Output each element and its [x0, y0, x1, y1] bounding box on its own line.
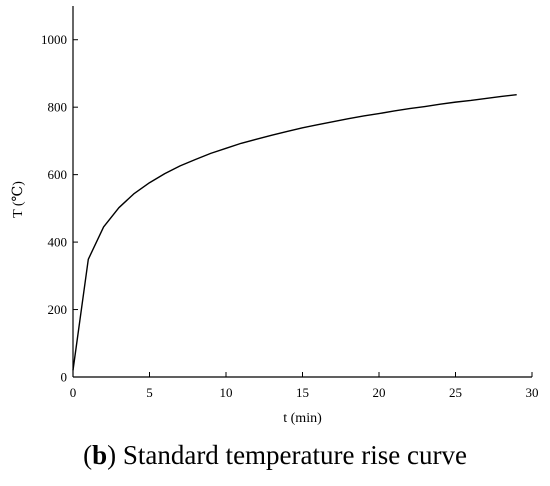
y-tick-label: 600: [48, 167, 68, 182]
y-tick-label: 200: [48, 302, 68, 317]
x-tick-label: 15: [296, 385, 309, 400]
x-tick-label: 20: [373, 385, 386, 400]
caption-open-paren: (: [83, 440, 93, 470]
line-chart: 0 200 400 600 800 1000 0 5 10 15 20 25 30 t (min) T …: [11, 6, 539, 426]
x-tick-label: 10: [220, 385, 233, 400]
ticks: 0 200 400 600 800 1000 0 5 10 15 20 25 30: [41, 32, 539, 400]
x-tick-label: 5: [146, 385, 153, 400]
x-tick-label: 0: [70, 385, 77, 400]
x-axis-title: t (min): [283, 411, 322, 426]
y-tick-label: 400: [48, 235, 68, 250]
series-line: [72, 94, 517, 371]
y-tick-label: 800: [48, 100, 68, 115]
caption-panel-letter: b: [92, 440, 108, 470]
axes: [72, 6, 532, 378]
x-tick-label: 25: [449, 385, 462, 400]
x-tick-label: 30: [526, 385, 539, 400]
y-tick-label: 0: [61, 370, 68, 385]
y-tick-label: 1000: [41, 32, 67, 47]
series-layer: [72, 94, 517, 371]
figure-caption: (b) Standard temperature rise curve: [0, 440, 550, 471]
y-axis-title: T (℃): [11, 181, 26, 218]
caption-text: ) Standard temperature rise curve: [107, 440, 467, 470]
